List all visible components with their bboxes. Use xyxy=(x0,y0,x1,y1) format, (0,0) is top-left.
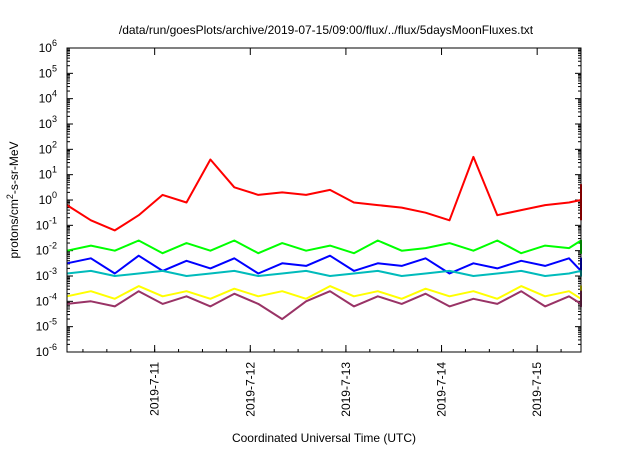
y-tick-label-base: 10 xyxy=(36,244,50,258)
series-line-4 xyxy=(66,269,582,277)
y-axis-label-suffix: -s-sr-MeV xyxy=(7,141,21,194)
y-tick-label: 10-6 xyxy=(36,342,57,359)
y-tick-label-base: 10 xyxy=(36,294,50,308)
y-tick-label-exponent: 5 xyxy=(52,63,57,73)
y-tick-label: 105 xyxy=(39,63,57,80)
series-layer xyxy=(66,155,582,321)
y-tick-label-exponent: -5 xyxy=(49,317,57,327)
x-tick-label: 2019-7-12 xyxy=(243,362,257,417)
y-axis-label-sup: 2 xyxy=(5,194,15,199)
x-tick-label: 2019-7-15 xyxy=(530,362,544,417)
y-tick-label-base: 10 xyxy=(39,92,53,106)
y-tick-label: 10-1 xyxy=(36,215,57,232)
y-tick-label: 10-2 xyxy=(36,241,57,258)
y-tick-label-exponent: -3 xyxy=(49,266,57,276)
y-tick-label-base: 10 xyxy=(39,193,53,207)
y-tick-label-exponent: 6 xyxy=(52,38,57,48)
x-axis-label: Coordinated Universal Time (UTC) xyxy=(232,431,416,445)
y-tick-label-exponent: -6 xyxy=(49,342,57,352)
y-tick-label-base: 10 xyxy=(39,41,53,55)
y-tick-label-base: 10 xyxy=(36,320,50,334)
x-tick-label: 2019-7-13 xyxy=(339,362,353,417)
y-tick-label: 10-5 xyxy=(36,317,57,334)
y-tick-label-base: 10 xyxy=(39,117,53,131)
y-axis-ticks: 10-610-510-410-310-210-11001011021031041… xyxy=(36,38,581,359)
y-tick-label-exponent: 1 xyxy=(52,165,57,175)
y-tick-label-base: 10 xyxy=(39,142,53,156)
y-tick-label-exponent: -1 xyxy=(49,215,57,225)
y-tick-label-exponent: -4 xyxy=(49,291,57,301)
x-tick-label: 2019-7-14 xyxy=(435,362,449,417)
y-tick-label-exponent: 2 xyxy=(52,139,57,149)
y-tick-label: 104 xyxy=(39,89,57,106)
series-line-1 xyxy=(66,155,582,232)
y-tick-label: 100 xyxy=(39,190,57,207)
y-tick-label: 10-4 xyxy=(36,291,57,308)
x-tick-label: 2019-7-11 xyxy=(148,362,162,416)
series-line-3 xyxy=(66,254,582,275)
y-tick-label: 106 xyxy=(39,38,57,55)
y-tick-label-base: 10 xyxy=(36,345,50,359)
y-tick-label-exponent: 0 xyxy=(52,190,57,200)
chart-title: /data/run/goesPlots/archive/2019-07-15/0… xyxy=(119,23,534,37)
y-tick-label: 101 xyxy=(39,165,57,182)
y-tick-label-base: 10 xyxy=(39,66,53,80)
y-tick-label: 103 xyxy=(39,114,57,131)
y-tick-label-base: 10 xyxy=(39,168,53,182)
y-tick-label-base: 10 xyxy=(36,269,50,283)
plot-frame xyxy=(66,47,582,353)
x-axis-ticks: 2019-7-11 2019-7-12 2019-7-13 2019-7-14 2019… xyxy=(82,48,562,417)
y-tick-label-base: 10 xyxy=(36,218,50,232)
series-line-5 xyxy=(66,285,582,300)
y-tick-label: 10-3 xyxy=(36,266,57,283)
series-line-2 xyxy=(66,239,582,255)
y-tick-label: 102 xyxy=(39,139,57,156)
y-axis-label: protons/cm2-s-sr-MeV xyxy=(5,141,21,258)
y-tick-label-exponent: 3 xyxy=(52,114,57,124)
y-axis-label-prefix: protons/cm xyxy=(7,199,21,258)
y-tick-label-exponent: -2 xyxy=(49,241,57,251)
y-tick-label-exponent: 4 xyxy=(52,89,57,99)
